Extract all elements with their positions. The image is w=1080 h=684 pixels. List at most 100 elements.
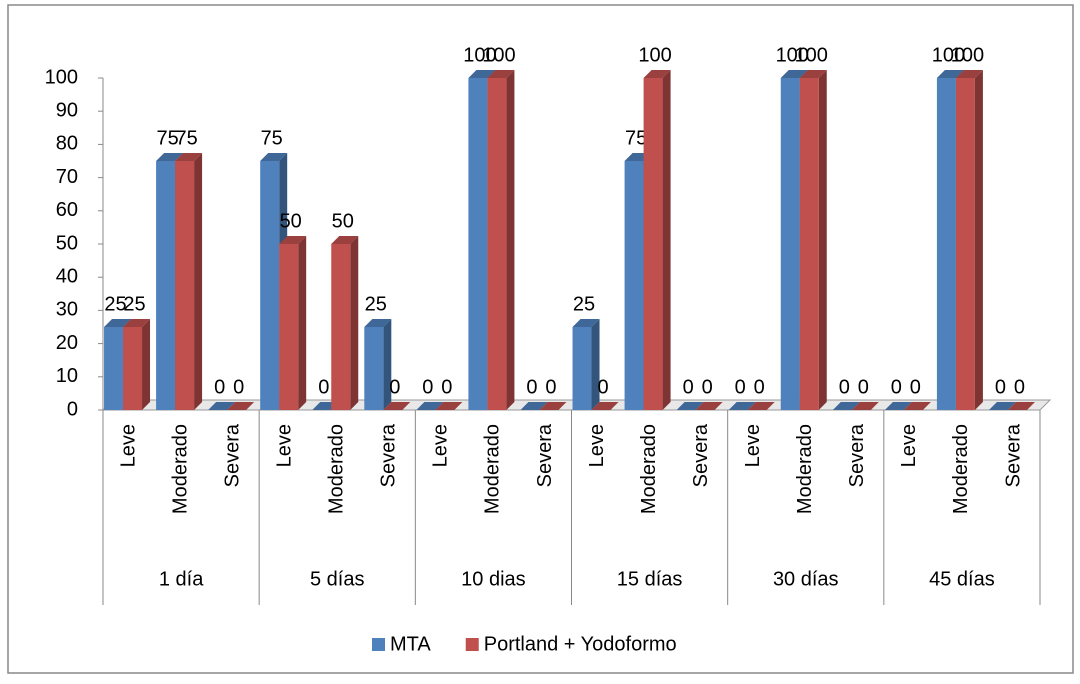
y-tick-label: 40 bbox=[56, 265, 78, 287]
bar-top bbox=[227, 402, 255, 410]
bar-side bbox=[298, 236, 307, 410]
bar bbox=[851, 402, 879, 410]
value-label: 100 bbox=[776, 44, 809, 66]
bar bbox=[884, 402, 912, 410]
bar-top bbox=[123, 319, 151, 327]
bar-top bbox=[832, 402, 860, 410]
bar bbox=[279, 236, 307, 410]
bar bbox=[676, 402, 704, 410]
legend-label: Portland + Yodoformo bbox=[484, 633, 677, 655]
bar-top bbox=[884, 402, 912, 410]
value-label: 0 bbox=[1014, 376, 1025, 398]
y-tick-label: 70 bbox=[56, 166, 78, 188]
bar-front bbox=[331, 244, 351, 410]
bar bbox=[227, 402, 255, 410]
value-label: 75 bbox=[625, 127, 647, 149]
x-tick-label: Severa bbox=[534, 423, 556, 487]
value-label: 0 bbox=[389, 376, 400, 398]
bar-top bbox=[208, 402, 236, 410]
bar-front bbox=[104, 327, 124, 410]
bar bbox=[955, 70, 983, 410]
bar-front bbox=[780, 78, 800, 410]
value-label: 0 bbox=[683, 376, 694, 398]
bar-top bbox=[988, 402, 1016, 410]
x-tick-label: Severa bbox=[846, 423, 868, 487]
bar bbox=[572, 319, 600, 410]
value-label: 25 bbox=[104, 293, 126, 315]
bar-side bbox=[506, 70, 515, 410]
bar-top bbox=[936, 70, 964, 78]
y-tick-label: 30 bbox=[56, 299, 78, 321]
value-label: 0 bbox=[318, 376, 329, 398]
bar-top bbox=[487, 70, 515, 78]
bar-top bbox=[676, 402, 704, 410]
bar bbox=[539, 402, 567, 410]
bar-front bbox=[468, 78, 488, 410]
x-tick-label: Moderado bbox=[794, 424, 816, 514]
group-label: 10 dias bbox=[461, 568, 526, 590]
bar-top bbox=[175, 153, 203, 161]
bar bbox=[416, 402, 444, 410]
value-label: 0 bbox=[545, 376, 556, 398]
bar-top bbox=[260, 153, 288, 161]
bar-front bbox=[624, 161, 644, 410]
value-label: 0 bbox=[754, 376, 765, 398]
bar-side bbox=[974, 70, 983, 410]
bar-top bbox=[104, 319, 132, 327]
value-label: 25 bbox=[365, 293, 387, 315]
value-label: 100 bbox=[795, 44, 828, 66]
bar-top bbox=[539, 402, 567, 410]
x-tick-label: Leve bbox=[273, 424, 295, 467]
value-label: 75 bbox=[261, 127, 283, 149]
bar-top bbox=[955, 70, 983, 78]
value-label: 100 bbox=[932, 44, 965, 66]
bar-front bbox=[643, 78, 663, 410]
y-tick-label: 80 bbox=[56, 133, 78, 155]
value-label: 0 bbox=[839, 376, 850, 398]
value-label: 0 bbox=[526, 376, 537, 398]
bar-front bbox=[955, 78, 975, 410]
bar-front bbox=[799, 78, 819, 410]
y-tick-label: 10 bbox=[56, 365, 78, 387]
bar bbox=[383, 402, 411, 410]
bar-front bbox=[364, 327, 384, 410]
bar-side bbox=[818, 70, 827, 410]
x-tick-label: Leve bbox=[742, 424, 764, 467]
x-tick-label: Leve bbox=[898, 424, 920, 467]
bar bbox=[747, 402, 775, 410]
bar bbox=[208, 402, 236, 410]
bar-top bbox=[331, 236, 359, 244]
x-tick-label: Leve bbox=[586, 424, 608, 467]
bar-side bbox=[591, 319, 600, 410]
y-tick-label: 60 bbox=[56, 199, 78, 221]
value-label: 100 bbox=[951, 44, 984, 66]
bar-front bbox=[936, 78, 956, 410]
bar-front bbox=[156, 161, 176, 410]
bar-side bbox=[194, 153, 203, 410]
bar-top bbox=[747, 402, 775, 410]
bar-front bbox=[175, 161, 195, 410]
group-label: 1 día bbox=[159, 568, 204, 590]
bar-top bbox=[383, 402, 411, 410]
bar bbox=[832, 402, 860, 410]
value-label: 25 bbox=[123, 293, 145, 315]
value-label: 0 bbox=[995, 376, 1006, 398]
value-label: 0 bbox=[214, 376, 225, 398]
value-label: 0 bbox=[735, 376, 746, 398]
bar-top bbox=[435, 402, 463, 410]
y-tick-label: 20 bbox=[56, 332, 78, 354]
legend-label: MTA bbox=[390, 633, 431, 655]
value-label: 0 bbox=[858, 376, 869, 398]
x-tick-label: Severa bbox=[221, 423, 243, 487]
bar bbox=[175, 153, 203, 410]
value-label: 25 bbox=[573, 293, 595, 315]
bar-top bbox=[520, 402, 548, 410]
value-label: 50 bbox=[332, 210, 354, 232]
value-label: 100 bbox=[482, 44, 515, 66]
value-label: 0 bbox=[891, 376, 902, 398]
bar bbox=[591, 402, 619, 410]
bar-side bbox=[662, 70, 671, 410]
x-tick-label: Moderado bbox=[950, 424, 972, 514]
bar-top bbox=[728, 402, 756, 410]
